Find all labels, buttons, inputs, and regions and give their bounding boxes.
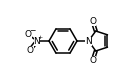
Text: −: − [29,26,35,35]
Text: +: + [38,35,43,40]
Text: O: O [27,45,34,55]
Text: N: N [85,37,92,45]
Text: O: O [24,29,31,39]
Text: O: O [89,56,96,65]
Text: O: O [89,17,96,26]
Text: N: N [34,37,40,45]
